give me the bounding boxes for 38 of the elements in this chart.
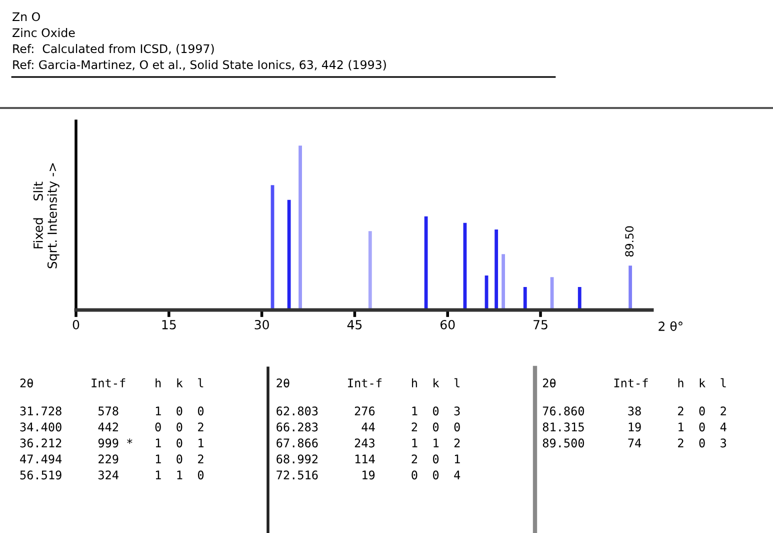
chart-title: Zn O	[12, 12, 40, 22]
x-axis-title: 2 θ°	[658, 321, 682, 331]
text: Ref: Calculated from ICSD, (1997)	[13, 44, 214, 55]
text: 2θ Int-f h k l	[543, 378, 726, 388]
text: 72.516 19 0 0 4	[276, 470, 460, 480]
x-tick-label: 75	[534, 320, 548, 330]
text: 68.992 114 2 0 1	[276, 454, 460, 464]
text: Ref: Garcia-Martinez, O et al., Solid State Ionics, 63, 442 (1993)	[13, 60, 386, 71]
x-tick-label: 15	[162, 320, 176, 330]
text: 31.728 578 1 0 0	[20, 406, 204, 416]
x-tick-label: 0	[72, 320, 80, 330]
text: 36.212 999 * 1 0 1	[20, 438, 204, 448]
text: 66.283 44 2 0 0	[276, 422, 460, 432]
x-tick-label: 30	[254, 320, 269, 330]
x-tick-label: 45	[347, 320, 362, 330]
bar	[523, 286, 527, 310]
text: 56.519 324 1 1 0	[20, 470, 204, 480]
text: 76.860 38 2 0 2	[542, 406, 726, 416]
chart-subtitle: Zinc Oxide	[12, 28, 75, 38]
bar	[424, 216, 428, 310]
x-tick-label: 60	[440, 320, 455, 330]
bar	[628, 266, 632, 310]
text: 62.803 276 1 0 3	[276, 406, 460, 416]
bar	[578, 286, 582, 310]
bar	[298, 146, 302, 310]
y-axis-title: Fixed Slit Sqrt. Intensity ->	[33, 163, 60, 268]
text: 47.494 229 1 0 2	[20, 454, 204, 464]
text: 89.500 74 2 0 3	[542, 438, 726, 448]
text: 2θ Int-f h k l	[276, 378, 460, 388]
bar	[368, 231, 372, 310]
annotation: 89.50	[625, 226, 634, 257]
bar	[494, 229, 498, 310]
text: 67.866 243 1 1 2	[276, 438, 460, 448]
bar	[287, 200, 291, 310]
text: 2θ Int-f h k l	[20, 378, 204, 388]
text: 34.400 442 0 0 2	[20, 422, 204, 432]
text: 81.315 19 1 0 4	[542, 422, 726, 432]
bar	[502, 254, 506, 310]
